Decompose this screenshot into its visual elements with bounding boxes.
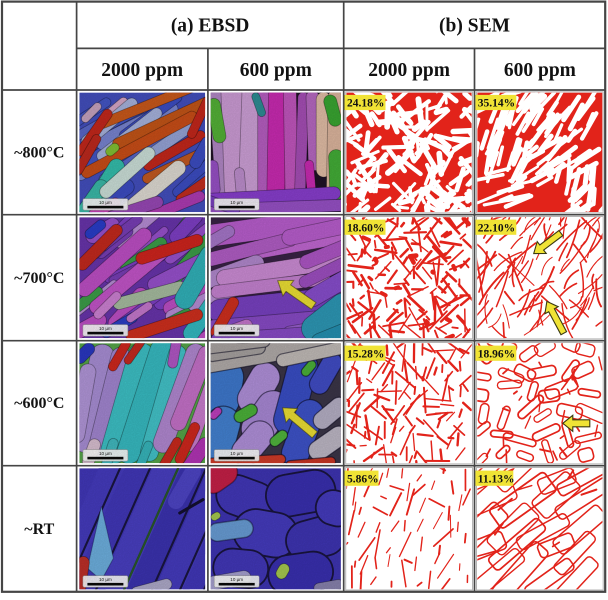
svg-text:(a) EBSD: (a) EBSD	[171, 16, 250, 37]
svg-text:600 ppm: 600 ppm	[240, 60, 312, 81]
svg-text:11.13%: 11.13%	[478, 473, 515, 485]
svg-text:2000 ppm: 2000 ppm	[101, 60, 183, 81]
svg-text:~600°C: ~600°C	[14, 395, 64, 412]
svg-text:~RT: ~RT	[24, 521, 54, 538]
svg-text:18.60%: 18.60%	[347, 222, 384, 234]
svg-text:(b) SEM: (b) SEM	[439, 16, 510, 37]
svg-text:600 ppm: 600 ppm	[504, 60, 576, 81]
svg-text:~800°C: ~800°C	[14, 145, 64, 162]
svg-text:22.10%: 22.10%	[478, 222, 515, 234]
svg-text:2000 ppm: 2000 ppm	[368, 60, 450, 81]
svg-text:5.86%: 5.86%	[347, 473, 379, 485]
svg-text:24.18%: 24.18%	[347, 98, 384, 110]
svg-text:~700°C: ~700°C	[14, 270, 64, 287]
svg-text:18.96%: 18.96%	[478, 348, 515, 360]
svg-text:35.14%: 35.14%	[478, 98, 515, 110]
svg-text:15.28%: 15.28%	[347, 348, 384, 360]
